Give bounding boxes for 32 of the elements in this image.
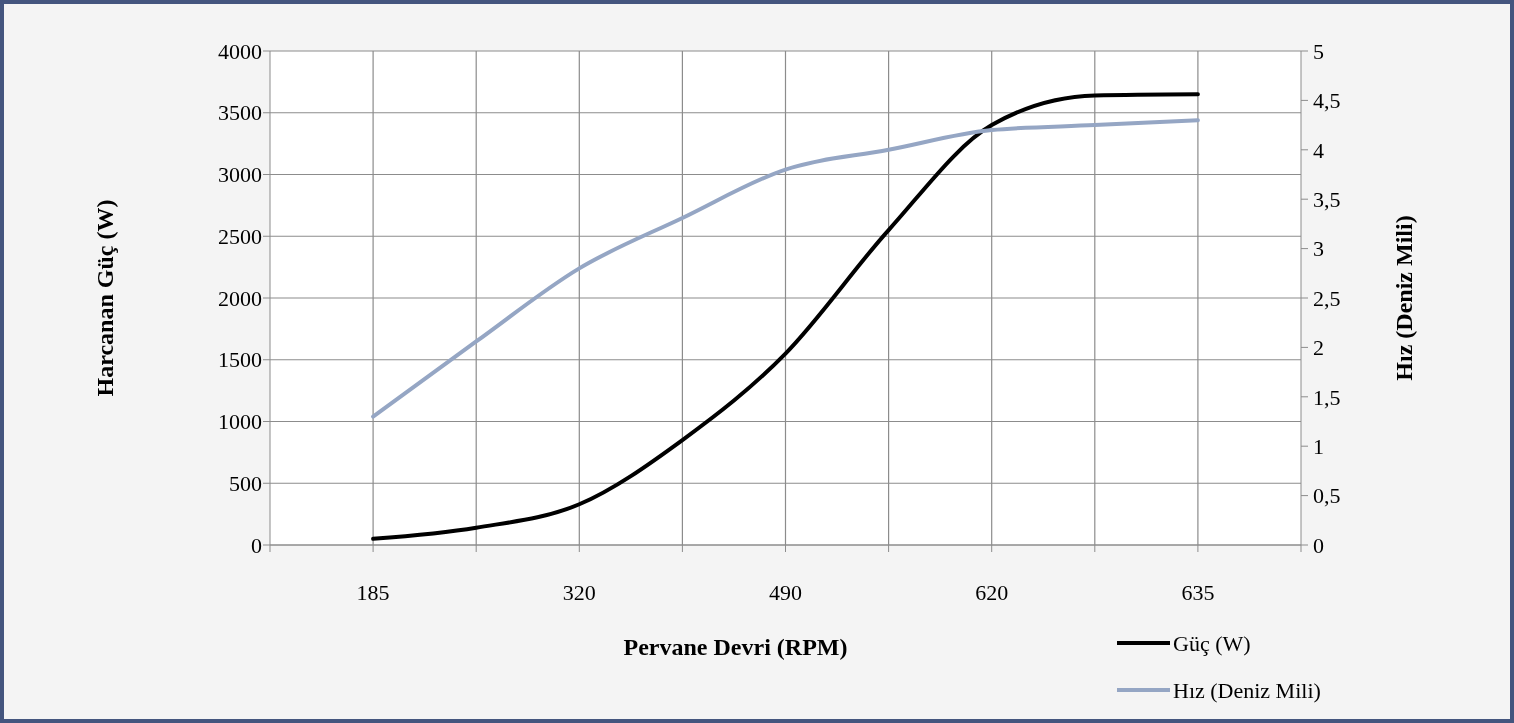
y2-tick-label: 3,5 [1313,186,1341,212]
y-axis-title: Harcanan Güç (W) [92,199,118,397]
y2-tick-label: 0 [1313,532,1324,558]
x-axis-title: Pervane Devri (RPM) [623,634,848,660]
line-series [371,92,1200,541]
x-tick-label: 320 [562,580,596,605]
y-tick-label: 1000 [218,409,262,435]
y-tick-label: 4000 [218,38,262,64]
legend-label: Güç (W) [1173,630,1251,656]
y-tick-label: 3500 [218,100,262,126]
y2-tick-label: 5 [1313,38,1324,64]
x-tick-label: 620 [975,580,1009,605]
y-tick-label: 3000 [218,162,262,188]
y2-tick-label: 3 [1313,236,1324,262]
y2-axis-title: Hız (Deniz Mili) [1391,215,1417,381]
y-tick-label: 2000 [218,285,262,311]
y-tick-label: 0 [251,532,262,558]
x-tick-label: 185 [356,580,390,605]
y2-tick-label: 2,5 [1313,285,1341,311]
y2-tick-label: 1,5 [1313,384,1341,410]
legend-label: Hız (Deniz Mili) [1173,677,1321,703]
y-tick-label: 2500 [218,223,262,249]
y2-tick-label: 0,5 [1313,483,1341,509]
x-tick-label: 490 [769,580,802,605]
y2-tick-label: 2 [1313,335,1324,361]
y2-tick-label: 1 [1313,433,1324,459]
x-tick-label: 635 [1181,580,1215,605]
y-tick-label: 1500 [218,347,262,373]
y2-tick-label: 4 [1313,137,1324,163]
y-tick-label: 500 [229,470,262,496]
y2-tick-label: 4,5 [1313,88,1341,114]
line-series [371,118,1200,419]
